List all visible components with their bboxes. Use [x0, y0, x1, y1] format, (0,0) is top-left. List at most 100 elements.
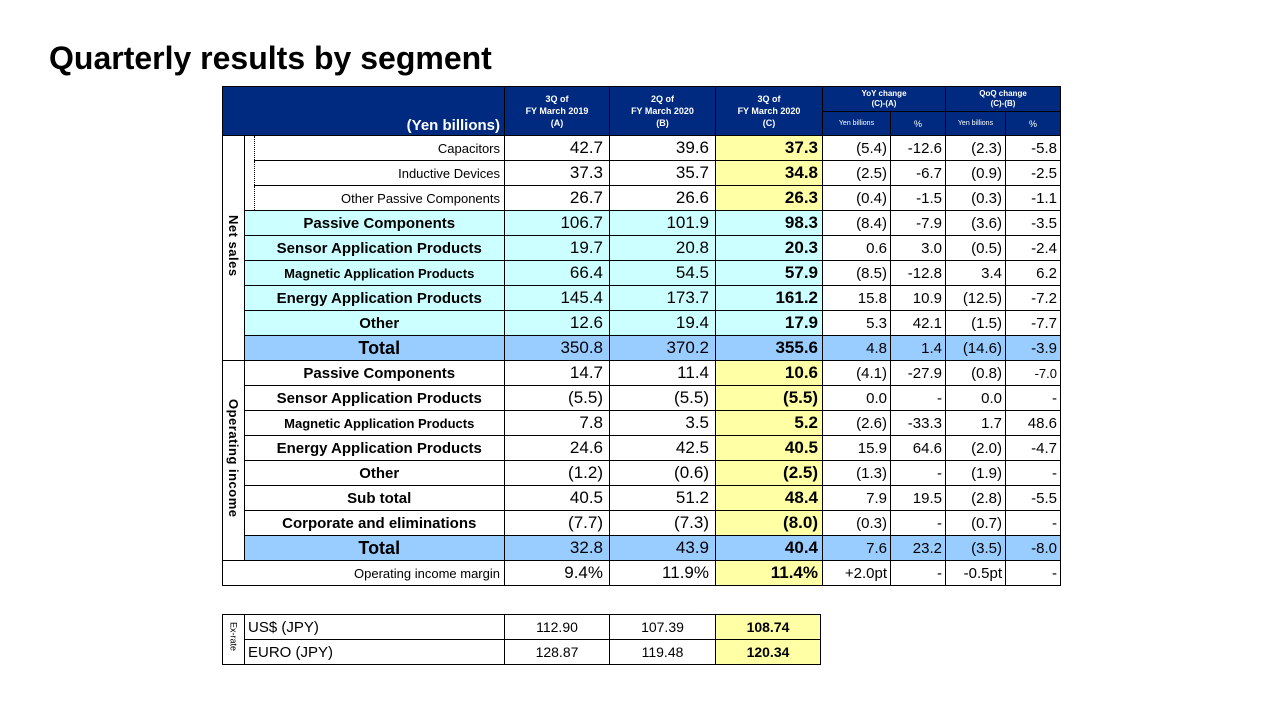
cell-qoq-pct: 48.6: [1005, 410, 1061, 436]
row-label: Energy Application Products: [254, 435, 505, 461]
table-row: Magnetic Application Products 66.4 54.5 …: [223, 260, 1061, 286]
cell-b: 35.7: [609, 160, 716, 186]
row-label: Sensor Application Products: [254, 385, 505, 411]
cell-b: 20.8: [609, 235, 716, 261]
cell-yoy-pct: 1.4: [890, 335, 946, 361]
cell-a: 112.90: [504, 614, 610, 640]
cell-yoy: (8.5): [822, 260, 891, 286]
cell-c: 40.4: [715, 535, 823, 561]
row-label: Passive Components: [254, 360, 505, 386]
cell-c: 120.34: [715, 639, 821, 665]
cell-b: 26.6: [609, 185, 716, 211]
table-row: Operating income Passive Components 14.7…: [222, 360, 1061, 561]
cell-b: 43.9: [609, 535, 716, 561]
indent-spacer: [244, 135, 255, 211]
cell-qoq-pct: -4.7: [1005, 435, 1061, 461]
margin-row: Operating income margin 9.4% 11.9% 11.4%…: [222, 560, 1061, 586]
cell-a: 350.8: [504, 335, 610, 361]
cell-qoq: (0.3): [945, 185, 1006, 211]
cell-yoy: 4.8: [822, 335, 891, 361]
qoq-header: QoQ change (C)-(B): [945, 86, 1061, 112]
total-row: Total 32.8 43.9 40.4 7.6 23.2 (3.5) -8.0: [223, 535, 1061, 561]
table-row: Sensor Application Products 19.7 20.8 20…: [223, 235, 1061, 261]
cell-c: (5.5): [715, 385, 823, 411]
table-row: Other Passive Components 26.7 26.6 26.3 …: [223, 185, 1061, 211]
fx-row: Ex-rate US$ (JPY) 112.90 107.39 108.74: [222, 614, 821, 665]
cell-c: (8.0): [715, 510, 823, 536]
table-row: Other 12.6 19.4 17.9 5.3 42.1 (1.5) -7.7: [223, 310, 1061, 336]
qoq-line1: QoQ change: [979, 89, 1027, 98]
cell-yoy-pct: 42.1: [890, 310, 946, 336]
table-row: Inductive Devices 37.3 35.7 34.8 (2.5) -…: [223, 160, 1061, 186]
row-label: Total: [254, 535, 505, 561]
table-row: Passive Components 106.7 101.9 98.3 (8.4…: [223, 210, 1061, 236]
cell-yoy: (2.5): [822, 160, 891, 186]
col-b-line1: 2Q of: [650, 94, 674, 104]
net-sales-text: Net sales: [226, 214, 241, 277]
cell-a: 24.6: [504, 435, 610, 461]
cell-qoq: (1.9): [945, 460, 1006, 486]
cell-yoy: 7.6: [822, 535, 891, 561]
cell-c: 17.9: [715, 310, 823, 336]
cell-qoq: -0.5pt: [945, 560, 1006, 586]
cell-qoq-pct: -3.5: [1005, 210, 1061, 236]
row-label: Energy Application Products: [254, 285, 505, 311]
cell-b: 173.7: [609, 285, 716, 311]
cell-qoq-pct: -: [1005, 460, 1061, 486]
cell-a: 7.8: [504, 410, 610, 436]
cell-b: 11.9%: [609, 560, 716, 586]
col-a-line3: (A): [550, 118, 564, 128]
cell-qoq: (2.3): [945, 135, 1006, 161]
cell-yoy: 7.9: [822, 485, 891, 511]
cell-qoq: (2.8): [945, 485, 1006, 511]
cell-a: (7.7): [504, 510, 610, 536]
cell-qoq: (0.9): [945, 160, 1006, 186]
cell-c: 355.6: [715, 335, 823, 361]
row-label: Total: [254, 335, 505, 361]
cell-c: 48.4: [715, 485, 823, 511]
cell-c: 11.4%: [715, 560, 823, 586]
table-row: Sub total 40.5 51.2 48.4 7.9 19.5 (2.8) …: [223, 485, 1061, 511]
cell-yoy-pct: 23.2: [890, 535, 946, 561]
ex-rate-text: Ex-rate: [228, 622, 239, 652]
cell-yoy: (2.6): [822, 410, 891, 436]
indent-spacer: [244, 260, 255, 286]
cell-yoy: 0.6: [822, 235, 891, 261]
qoq-pct-header: %: [1005, 111, 1061, 136]
indent-spacer: [244, 210, 255, 236]
row-label: Other Passive Components: [254, 185, 505, 211]
cell-yoy-pct: -: [890, 510, 946, 536]
indent-spacer: [244, 360, 255, 386]
cell-a: 37.3: [504, 160, 610, 186]
cell-a: 26.7: [504, 185, 610, 211]
table-row: Net sales Capacitors 42.7 39.6 37.3 (5.4…: [222, 135, 1061, 361]
cell-a: 14.7: [504, 360, 610, 386]
col-header-a: 3Q of FY March 2019 (A): [504, 86, 610, 136]
cell-qoq: (3.6): [945, 210, 1006, 236]
cell-a: 12.6: [504, 310, 610, 336]
cell-yoy: (5.4): [822, 135, 891, 161]
cell-b: 51.2: [609, 485, 716, 511]
cell-qoq-pct: -5.8: [1005, 135, 1061, 161]
cell-yoy: (4.1): [822, 360, 891, 386]
row-label: EURO (JPY): [244, 639, 505, 665]
cell-yoy: (8.4): [822, 210, 891, 236]
cell-c: 5.2: [715, 410, 823, 436]
cell-qoq: 0.0: [945, 385, 1006, 411]
cell-b: 3.5: [609, 410, 716, 436]
cell-yoy-pct: 3.0: [890, 235, 946, 261]
indent-spacer: [244, 535, 255, 561]
cell-c: 34.8: [715, 160, 823, 186]
cell-b: 42.5: [609, 435, 716, 461]
cell-c: 57.9: [715, 260, 823, 286]
indent-spacer: [244, 310, 255, 336]
cell-b: 54.5: [609, 260, 716, 286]
cell-c: 10.6: [715, 360, 823, 386]
table-row: Magnetic Application Products 7.8 3.5 5.…: [223, 410, 1061, 436]
cell-qoq-pct: -2.4: [1005, 235, 1061, 261]
cell-qoq-pct: -3.9: [1005, 335, 1061, 361]
page-title: Quarterly results by segment: [49, 40, 492, 76]
indent-spacer: [244, 510, 255, 536]
cell-yoy: (0.3): [822, 510, 891, 536]
cell-a: 40.5: [504, 485, 610, 511]
